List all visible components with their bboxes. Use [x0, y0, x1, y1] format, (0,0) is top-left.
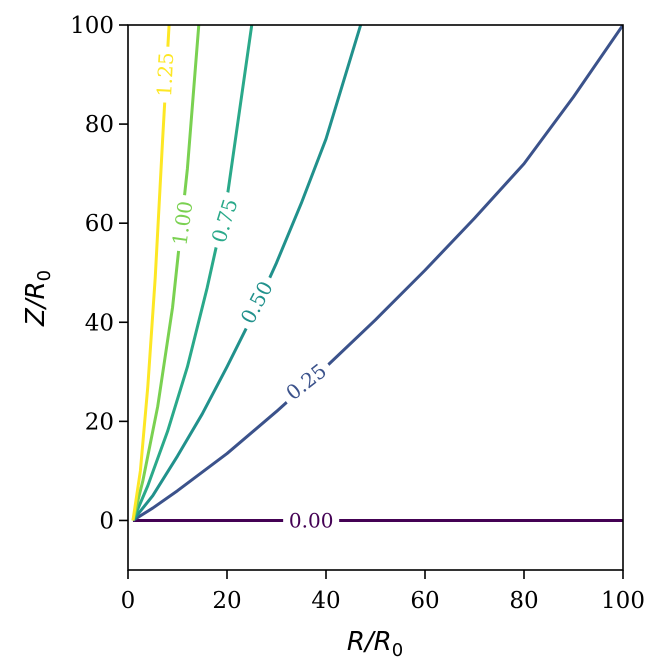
label-gap [276, 355, 336, 409]
label-gap [166, 193, 199, 253]
contour-label-group: 0.50 [232, 272, 281, 333]
plot-area: 0.00 0.25 0.50 0.75 1.00 1.25 [131, 25, 623, 533]
x-tick-label: 100 [601, 588, 645, 614]
series-group [131, 25, 623, 522]
contour-label-group: 0.25 [276, 355, 336, 409]
contour-label-group: 0.00 [283, 508, 340, 533]
contour-label-group: 0.75 [204, 190, 245, 251]
label-gap [283, 508, 340, 533]
x-tick-label: 80 [509, 588, 538, 614]
y-tick-label: 60 [85, 211, 114, 237]
label-gap [151, 45, 179, 104]
y-tick-label: 100 [70, 13, 114, 39]
plot-frame [127, 24, 624, 571]
x-tick-label: 0 [121, 588, 136, 614]
contour-line-0-50 [131, 25, 363, 522]
x-tick-label: 20 [212, 588, 241, 614]
contour-label-group: 1.25 [151, 45, 179, 104]
x-tick-label: 60 [410, 588, 439, 614]
contour-label: 1.00 [167, 199, 197, 246]
y-tick-label: 0 [99, 508, 114, 534]
contour-line-1-25 [131, 25, 171, 521]
x-tick-label: 40 [311, 588, 340, 614]
label-gap [232, 272, 281, 333]
label-gap [204, 190, 245, 251]
contour-label: 0.75 [207, 196, 243, 246]
contour-label-group: 1.00 [166, 193, 199, 253]
y-tick-label: 80 [85, 112, 114, 138]
y-tick-label: 20 [85, 409, 114, 435]
contour-line-1-00 [131, 25, 201, 521]
y-tick-label: 40 [85, 310, 114, 336]
axes: 0 20 40 60 80 100 0 20 40 60 80 100 [70, 13, 645, 614]
x-axis-label: R/R0 [347, 627, 403, 661]
contour-line-0-25 [132, 25, 623, 522]
y-axis-label: Z/R0 [21, 270, 55, 327]
contour-label: 1.25 [152, 52, 178, 98]
contour-label: 0.00 [289, 508, 334, 532]
